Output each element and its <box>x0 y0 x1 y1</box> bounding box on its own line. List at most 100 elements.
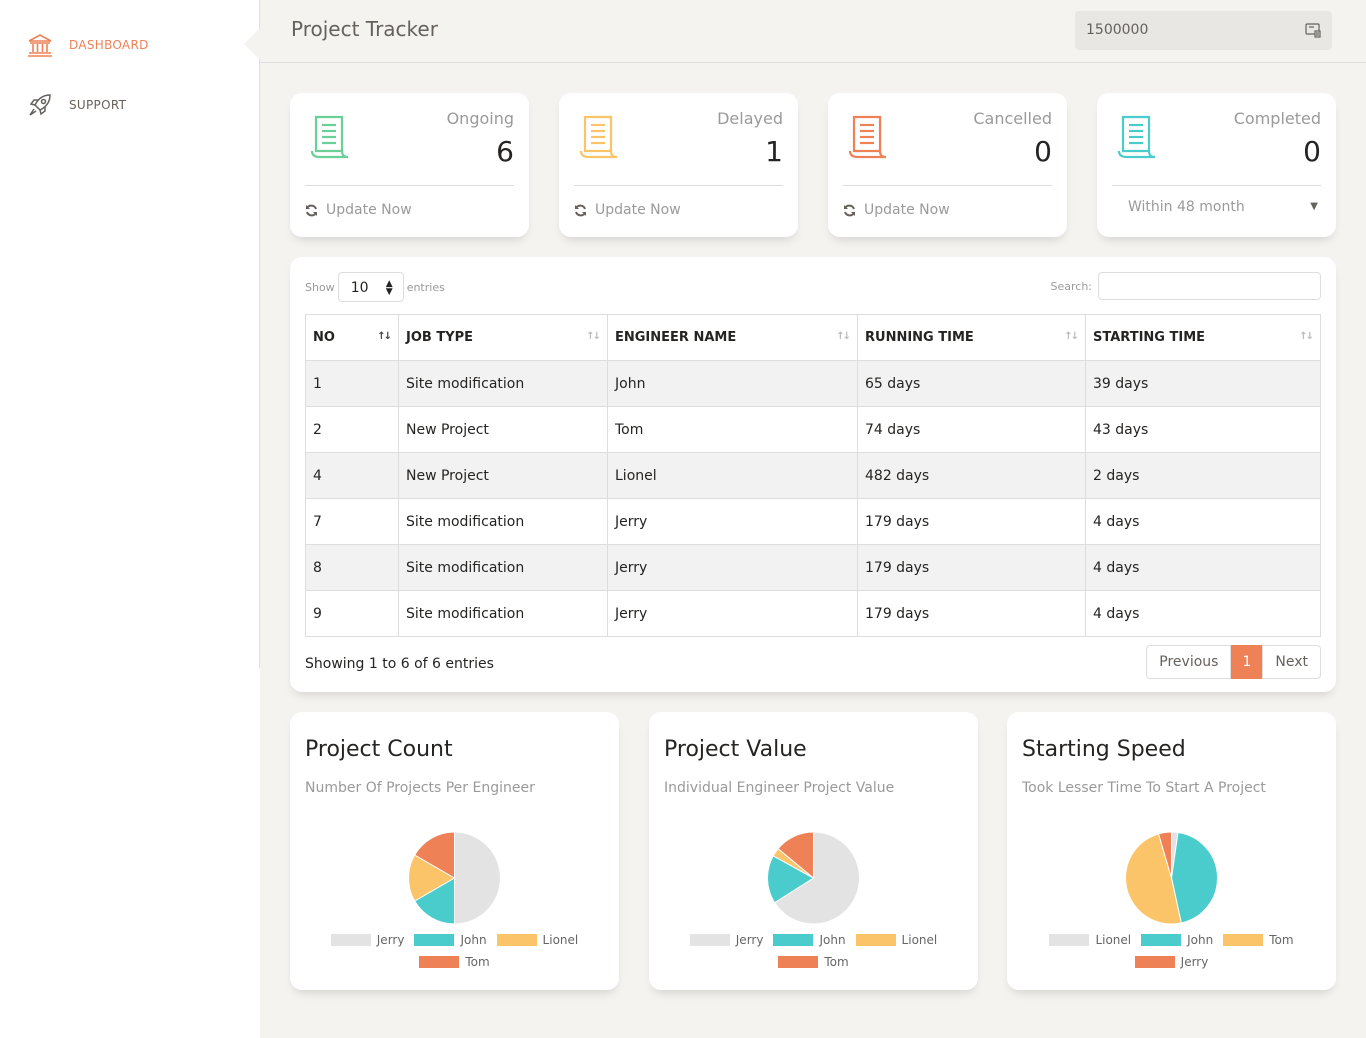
legend-item[interactable]: Jerry <box>1134 955 1209 969</box>
show-label: Show <box>305 280 335 294</box>
update-now-link[interactable]: Update Now <box>305 202 412 218</box>
pie-slice-jerry <box>773 831 860 925</box>
stat-card-completed: Completed 0 Within 48 month ▼ <box>1097 93 1336 237</box>
sidebar-item-label: DASHBOARD <box>69 38 149 52</box>
legend-swatch <box>419 956 460 968</box>
update-now-label: Update Now <box>326 202 412 218</box>
cell-job-type: New Project <box>398 406 608 453</box>
sidebar-item-dashboard[interactable]: DASHBOARD <box>26 31 149 59</box>
table-row: 9 Site modification Jerry 179 days 4 day… <box>305 590 1321 637</box>
table-search: Search: <box>1050 272 1321 300</box>
pie-slice-john <box>1170 831 1218 924</box>
chart-legend: Lionel John Tom Jerry <box>1007 933 1336 977</box>
sidebar: DASHBOARD SUPPORT <box>0 0 260 1038</box>
chart-card-project-value: Project Value Individual Engineer Projec… <box>649 712 978 990</box>
column-header-engineer-name[interactable]: ENGINEER NAME ↑↓ <box>607 314 858 361</box>
legend-item[interactable]: Lionel <box>496 933 579 947</box>
column-label: ENGINEER NAME <box>615 330 737 345</box>
legend-item[interactable]: John <box>414 933 487 947</box>
legend-item[interactable]: John <box>1141 933 1213 947</box>
legend-swatch <box>773 934 814 946</box>
column-header-no[interactable]: NO ↑↓ <box>305 314 399 361</box>
divider <box>843 185 1052 186</box>
legend-swatch <box>1134 956 1175 968</box>
document-icon <box>848 115 888 163</box>
cell-running-time: 482 days <box>857 452 1086 499</box>
legend-label: Jerry <box>1180 955 1209 969</box>
stat-label: Ongoing <box>446 109 514 128</box>
column-label: STARTING TIME <box>1093 330 1206 345</box>
cell-running-time: 179 days <box>857 544 1086 591</box>
period-select[interactable]: Within 48 month ▼ <box>1128 199 1318 215</box>
stat-card-cancelled: Cancelled 0 Update Now <box>828 93 1067 237</box>
sidebar-item-support[interactable]: SUPPORT <box>26 91 126 119</box>
table-header-row: NO ↑↓ JOB TYPE ↑↓ ENGINEER NAME ↑↓ RUNNING … <box>305 314 1321 361</box>
cell-job-type: Site modification <box>398 544 608 591</box>
legend-item[interactable]: John <box>773 933 846 947</box>
pie-chart <box>408 831 501 925</box>
stat-value: 6 <box>496 135 514 168</box>
pie-slice-john <box>413 877 455 925</box>
refresh-icon <box>306 204 317 216</box>
cell-no: 9 <box>305 590 399 637</box>
search-input[interactable]: 1500000 <box>1075 11 1332 50</box>
entries-length-select[interactable]: 10 ▲ ▼ <box>337 272 404 302</box>
bank-icon <box>26 31 54 59</box>
length-control: Show 10 ▲ ▼ entries <box>305 272 445 302</box>
cell-engineer: Jerry <box>607 544 858 591</box>
column-label: JOB TYPE <box>406 330 474 345</box>
column-header-job-type[interactable]: JOB TYPE ↑↓ <box>398 314 608 361</box>
pie-slice-jerry <box>454 831 501 925</box>
next-page-button[interactable]: Next <box>1262 645 1321 679</box>
refresh-icon <box>844 204 855 216</box>
stat-value: 1 <box>765 135 783 168</box>
legend-item[interactable]: Lionel <box>855 933 937 947</box>
pie-slice-tom <box>413 831 455 879</box>
cell-engineer: Jerry <box>607 590 858 637</box>
search-label: Search: <box>1050 279 1093 293</box>
table-search-input[interactable] <box>1098 272 1321 300</box>
document-icon <box>310 115 350 163</box>
chart-subtitle: Took Lesser Time To Start A Project <box>1022 780 1266 796</box>
page-1-button[interactable]: 1 <box>1231 645 1263 679</box>
stat-label: Delayed <box>717 109 783 128</box>
cell-job-type: New Project <box>398 452 608 499</box>
table-row: 4 New Project Lionel 482 days 2 days <box>305 452 1321 499</box>
legend-swatch <box>855 934 896 946</box>
cell-running-time: 179 days <box>857 498 1086 545</box>
cell-starting-time: 43 days <box>1085 406 1321 453</box>
cell-job-type: Site modification <box>398 360 608 407</box>
update-now-link[interactable]: Update Now <box>843 202 950 218</box>
legend-label: Lionel <box>542 933 579 947</box>
document-icon <box>579 115 619 163</box>
cell-engineer: John <box>607 360 858 407</box>
legend-item[interactable]: Jerry <box>330 933 404 947</box>
cell-engineer: Lionel <box>607 452 858 499</box>
sort-icon: ↑↓ <box>1299 331 1314 342</box>
pie-chart <box>767 831 860 925</box>
pie-slice-jerry <box>1157 831 1172 879</box>
legend-row: Jerry John Lionel <box>290 933 619 947</box>
legend-item[interactable]: Tom <box>778 955 849 969</box>
stat-card-ongoing: Ongoing 6 Update Now <box>290 93 529 237</box>
document-icon <box>1117 115 1157 163</box>
legend-item[interactable]: Tom <box>1223 933 1294 947</box>
entries-length-value: 10 <box>350 280 369 296</box>
caret-down-icon: ▼ <box>1310 201 1318 212</box>
sidebar-item-label: SUPPORT <box>69 98 127 112</box>
column-header-running-time[interactable]: RUNNING TIME ↑↓ <box>857 314 1086 361</box>
period-select-value: Within 48 month <box>1128 199 1245 215</box>
cell-starting-time: 4 days <box>1085 498 1321 545</box>
table-row: 8 Site modification Jerry 179 days 4 day… <box>305 544 1321 591</box>
previous-page-button[interactable]: Previous <box>1146 645 1232 679</box>
legend-item[interactable]: Jerry <box>689 933 763 947</box>
divider <box>1112 185 1321 186</box>
legend-swatch <box>778 956 819 968</box>
table-row: 7 Site modification Jerry 179 days 4 day… <box>305 498 1321 545</box>
projects-table-card: Show 10 ▲ ▼ entries Search: NO ↑↓ JOB TYPE… <box>290 257 1336 692</box>
chart-title: Starting Speed <box>1022 737 1186 762</box>
column-header-starting-time[interactable]: STARTING TIME ↑↓ <box>1085 314 1321 361</box>
legend-item[interactable]: Lionel <box>1049 933 1131 947</box>
legend-item[interactable]: Tom <box>419 955 490 969</box>
update-now-link[interactable]: Update Now <box>574 202 681 218</box>
